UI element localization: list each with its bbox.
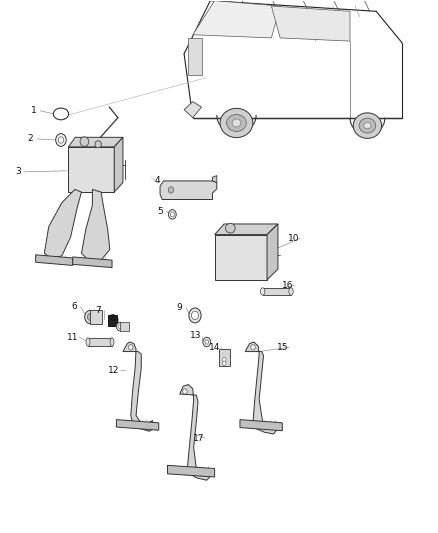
Polygon shape xyxy=(245,342,277,434)
Bar xyxy=(219,350,230,367)
Ellipse shape xyxy=(85,310,95,324)
Polygon shape xyxy=(215,224,278,235)
Ellipse shape xyxy=(168,187,173,193)
Polygon shape xyxy=(212,175,217,182)
Text: 10: 10 xyxy=(287,234,299,243)
Ellipse shape xyxy=(289,288,293,295)
Polygon shape xyxy=(73,257,112,268)
Text: 14: 14 xyxy=(209,343,220,352)
Ellipse shape xyxy=(251,345,255,350)
Polygon shape xyxy=(35,255,73,265)
Text: 17: 17 xyxy=(193,434,204,443)
Ellipse shape xyxy=(183,389,187,394)
Polygon shape xyxy=(267,224,278,280)
Ellipse shape xyxy=(58,137,64,143)
Polygon shape xyxy=(114,138,123,192)
Text: 6: 6 xyxy=(71,302,77,311)
Bar xyxy=(108,316,117,326)
Ellipse shape xyxy=(110,338,114,346)
Ellipse shape xyxy=(223,358,226,362)
Ellipse shape xyxy=(203,337,211,347)
Text: 4: 4 xyxy=(155,176,161,185)
Text: 16: 16 xyxy=(282,280,294,289)
Ellipse shape xyxy=(205,340,208,344)
Ellipse shape xyxy=(86,338,90,346)
Polygon shape xyxy=(68,147,114,192)
Polygon shape xyxy=(215,235,267,280)
Polygon shape xyxy=(240,419,283,431)
Text: 9: 9 xyxy=(177,303,183,312)
Ellipse shape xyxy=(189,308,201,323)
Text: 7: 7 xyxy=(95,306,100,315)
Ellipse shape xyxy=(223,361,226,366)
Polygon shape xyxy=(120,322,129,331)
Text: 11: 11 xyxy=(67,333,78,342)
Text: 5: 5 xyxy=(157,207,163,216)
Text: 15: 15 xyxy=(277,343,289,352)
Text: 1: 1 xyxy=(31,106,36,115)
Ellipse shape xyxy=(353,113,381,139)
Ellipse shape xyxy=(87,313,93,320)
Polygon shape xyxy=(44,189,81,259)
Ellipse shape xyxy=(226,223,235,233)
Polygon shape xyxy=(68,138,123,147)
Ellipse shape xyxy=(170,212,174,217)
Polygon shape xyxy=(272,6,350,41)
Ellipse shape xyxy=(220,108,253,138)
Text: 2: 2 xyxy=(28,134,33,143)
Polygon shape xyxy=(263,288,291,295)
Polygon shape xyxy=(117,419,159,430)
Ellipse shape xyxy=(359,118,376,133)
Ellipse shape xyxy=(261,288,265,295)
Ellipse shape xyxy=(117,322,124,331)
Polygon shape xyxy=(123,342,153,431)
Ellipse shape xyxy=(232,119,241,127)
Polygon shape xyxy=(180,384,210,480)
Ellipse shape xyxy=(118,325,121,328)
Polygon shape xyxy=(193,1,280,38)
Ellipse shape xyxy=(56,134,66,147)
Text: 8: 8 xyxy=(109,313,115,322)
Ellipse shape xyxy=(364,123,371,129)
Text: 12: 12 xyxy=(108,366,119,375)
Text: 3: 3 xyxy=(15,167,21,176)
Text: 13: 13 xyxy=(190,331,201,340)
Polygon shape xyxy=(160,181,217,199)
Ellipse shape xyxy=(168,209,176,219)
Polygon shape xyxy=(184,102,201,118)
Bar xyxy=(188,38,201,75)
Polygon shape xyxy=(88,338,112,346)
Ellipse shape xyxy=(95,141,102,148)
Ellipse shape xyxy=(129,345,133,350)
Polygon shape xyxy=(90,310,102,324)
Polygon shape xyxy=(81,189,110,260)
Polygon shape xyxy=(167,465,215,477)
Ellipse shape xyxy=(191,311,198,320)
Ellipse shape xyxy=(80,137,89,147)
Ellipse shape xyxy=(226,115,246,132)
